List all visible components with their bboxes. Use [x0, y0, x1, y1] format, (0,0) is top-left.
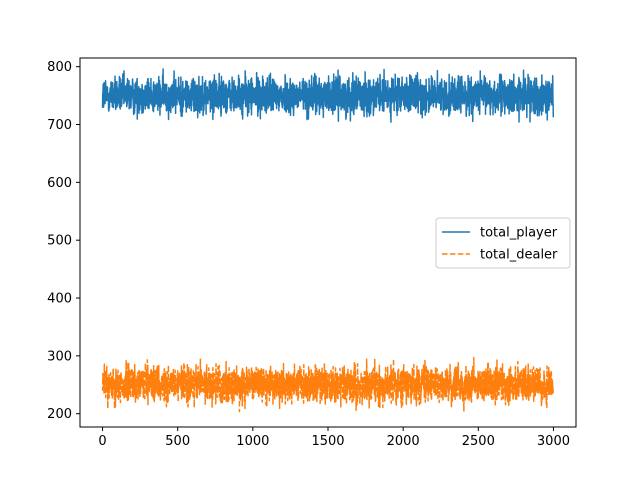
legend: total_player total_dealer [435, 217, 571, 269]
x-tick-label: 1000 [236, 434, 269, 449]
y-tick-label: 400 [47, 292, 72, 307]
y-axis: 200 300 400 500 600 700 800 [47, 60, 80, 422]
y-tick-label: 700 [47, 118, 72, 133]
x-tick-label: 2500 [462, 434, 495, 449]
plot-area [101, 68, 555, 413]
legend-box [435, 217, 571, 269]
series-line-total_player [101, 68, 555, 123]
legend-label-total_dealer: total_dealer [480, 248, 558, 263]
y-tick-label: 200 [47, 407, 72, 422]
x-tick-label: 1500 [311, 434, 344, 449]
x-tick-label: 2000 [387, 434, 420, 449]
x-tick-label: 500 [165, 434, 190, 449]
x-tick-label: 3000 [537, 434, 570, 449]
legend-label-total_player: total_player [480, 226, 558, 241]
x-axis: 0 500 1000 1500 2000 2500 3000 [98, 427, 570, 449]
y-tick-label: 800 [47, 60, 72, 75]
x-tick-label: 0 [98, 434, 106, 449]
y-tick-label: 600 [47, 176, 72, 191]
y-tick-label: 300 [47, 349, 72, 364]
series-line-total_dealer [101, 356, 555, 413]
y-tick-label: 500 [47, 234, 72, 249]
